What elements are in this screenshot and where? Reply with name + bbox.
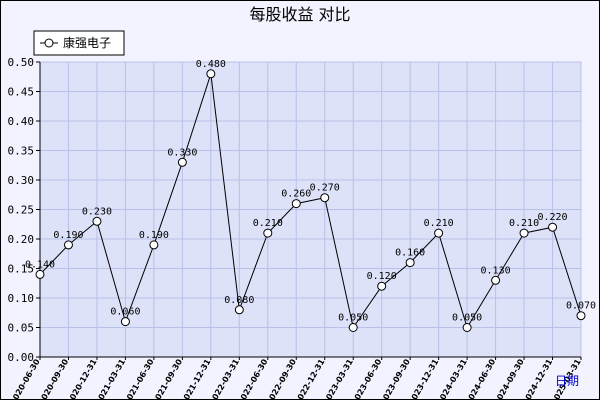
data-label: 0.210 bbox=[424, 218, 454, 229]
data-point bbox=[491, 275, 501, 285]
data-label: 0.160 bbox=[395, 248, 425, 259]
data-label: 0.260 bbox=[281, 189, 311, 200]
data-label: 0.080 bbox=[224, 295, 254, 306]
x-axis-label: 日期 bbox=[555, 374, 579, 388]
data-point bbox=[206, 69, 216, 79]
data-point bbox=[405, 258, 415, 268]
data-label: 0.140 bbox=[25, 259, 55, 270]
x-tick-label: 2021-03-31 bbox=[94, 357, 128, 400]
data-point bbox=[320, 193, 330, 203]
x-tick-label: 2022-03-31 bbox=[208, 357, 242, 400]
data-point bbox=[92, 216, 102, 226]
x-tick-label: 2024-06-30 bbox=[464, 357, 498, 400]
legend: 康强电子 bbox=[33, 30, 125, 56]
data-label: 0.050 bbox=[338, 313, 368, 324]
data-point bbox=[120, 317, 130, 327]
data-point bbox=[234, 305, 244, 315]
data-point bbox=[263, 228, 273, 238]
data-point bbox=[348, 323, 358, 332]
data-label: 0.190 bbox=[139, 230, 169, 241]
data-label: 0.210 bbox=[253, 218, 283, 229]
y-tick-label: 0.30 bbox=[8, 174, 35, 187]
y-tick-label: 0.00 bbox=[8, 351, 35, 364]
y-tick-label: 0.20 bbox=[8, 233, 35, 246]
data-point bbox=[576, 311, 586, 321]
grid-lines bbox=[39, 61, 582, 358]
series-layer bbox=[35, 69, 586, 332]
x-tick-label: 2021-06-30 bbox=[122, 357, 156, 400]
data-point bbox=[548, 222, 558, 232]
legend-marker bbox=[44, 38, 54, 48]
data-label: 0.050 bbox=[452, 313, 482, 324]
data-point bbox=[519, 228, 529, 238]
data-labels: 0.140 0.190 0.230 0.060 0.190 0.330 0.480 0.080… bbox=[25, 59, 596, 324]
chart-title: 每股收益 对比 bbox=[249, 5, 350, 24]
x-tick-label: 2022-09-30 bbox=[265, 357, 299, 400]
x-axis-ticks: 2020-06-302020-09-302020-12-312021-03-31… bbox=[8, 357, 583, 400]
x-tick-label: 2022-06-30 bbox=[236, 357, 270, 400]
data-label: 0.210 bbox=[509, 218, 539, 229]
data-label: 0.270 bbox=[310, 183, 340, 194]
data-point bbox=[63, 240, 73, 250]
y-tick-label: 0.45 bbox=[8, 86, 35, 99]
x-tick-label: 2020-12-31 bbox=[65, 357, 99, 400]
x-tick-label: 2021-09-30 bbox=[151, 357, 185, 400]
data-point bbox=[291, 199, 301, 209]
x-tick-label: 2021-12-31 bbox=[179, 357, 213, 400]
data-point bbox=[149, 240, 159, 250]
data-point bbox=[377, 281, 387, 291]
y-tick-label: 0.50 bbox=[8, 56, 35, 69]
data-label: 0.060 bbox=[110, 307, 140, 318]
x-tick-label: 2023-09-30 bbox=[379, 357, 413, 400]
data-label: 0.220 bbox=[537, 212, 567, 223]
data-label: 0.070 bbox=[566, 301, 596, 312]
data-label: 0.330 bbox=[167, 147, 197, 158]
data-point bbox=[177, 157, 187, 167]
x-tick-label: 2020-09-30 bbox=[37, 357, 71, 400]
data-label: 0.230 bbox=[82, 206, 112, 217]
series-line bbox=[39, 73, 582, 329]
legend-entry: 康强电子 bbox=[63, 35, 111, 50]
x-tick-label: 2024-09-30 bbox=[492, 357, 526, 400]
data-point bbox=[434, 228, 444, 238]
data-point bbox=[462, 323, 472, 332]
data-label: 0.120 bbox=[367, 271, 397, 282]
data-label: 0.130 bbox=[481, 265, 511, 276]
y-tick-label: 0.15 bbox=[8, 263, 35, 276]
data-point bbox=[35, 269, 45, 279]
y-tick-label: 0.05 bbox=[8, 322, 35, 335]
y-tick-label: 0.35 bbox=[8, 145, 35, 158]
x-tick-label: 2022-12-31 bbox=[293, 357, 327, 400]
x-tick-label: 2024-12-31 bbox=[521, 357, 555, 400]
y-tick-label: 0.10 bbox=[8, 292, 35, 305]
x-tick-label: 2023-12-31 bbox=[407, 357, 441, 400]
x-tick-label: 2023-03-31 bbox=[322, 357, 356, 400]
data-label: 0.190 bbox=[53, 230, 83, 241]
x-tick-label: 2024-03-31 bbox=[435, 357, 469, 400]
y-tick-label: 0.40 bbox=[8, 115, 35, 128]
y-axis-ticks: 0.00 0.05 0.10 0.15 0.20 0.25 0.30 0.35 0.40 0.45… bbox=[8, 56, 40, 364]
y-tick-label: 0.25 bbox=[8, 204, 35, 217]
data-label: 0.480 bbox=[196, 59, 226, 70]
x-tick-label: 2023-06-30 bbox=[350, 357, 384, 400]
